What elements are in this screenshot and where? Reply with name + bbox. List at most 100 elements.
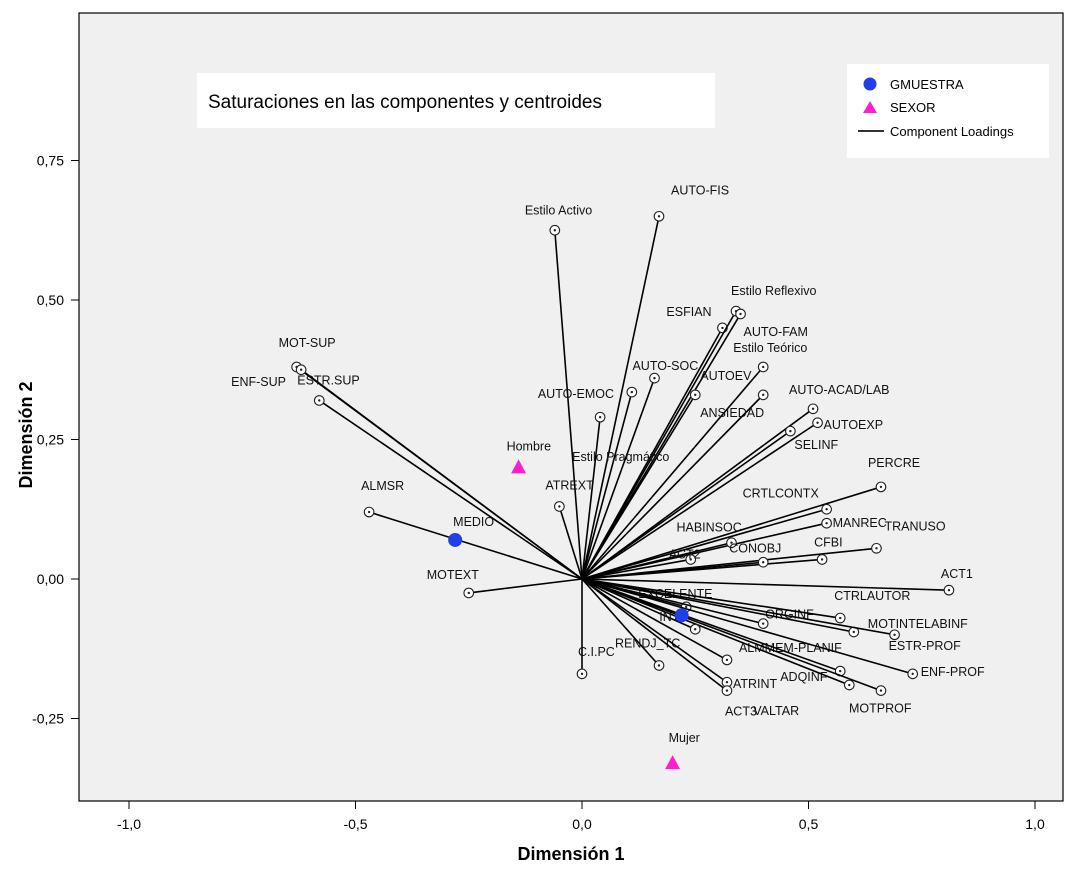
loading-line-conobj — [581, 561, 764, 580]
loading-label-estr-sup: ESTR.SUP — [297, 373, 360, 387]
loading-label-motintelabinf: MOTINTELABINF — [868, 617, 968, 631]
loading-line-atrint — [581, 578, 728, 683]
loading-dot-percre — [879, 485, 883, 489]
loading-dot-autoev — [694, 393, 697, 397]
loading-dot-motprof — [879, 689, 883, 692]
loading-line-int — [581, 578, 696, 630]
loading-label-motext: MOTEXT — [427, 568, 479, 582]
loading-label-auto-emoc: AUTO-EMOC — [538, 387, 614, 401]
loading-line-act1 — [581, 578, 949, 591]
loading-label-valtar: VALTAR — [753, 704, 799, 718]
loading-dot-estilo-activo — [553, 229, 557, 232]
chart-title-box: Saturaciones en las componentes y centro… — [197, 73, 715, 128]
loading-label-autoexp: AUTOEXP — [824, 418, 884, 432]
loading-label-c-i-pc: C.I.PC — [578, 645, 615, 659]
loading-dot-habinsoc — [730, 541, 733, 544]
loading-label-act1: ACT1 — [941, 567, 973, 581]
loading-dot-estilo-te-rico — [762, 365, 765, 369]
loading-label-act2: ACT2 — [669, 547, 701, 561]
loading-label-estr-prof: ESTR-PROF — [889, 639, 962, 653]
loading-line-ansiedad — [581, 394, 764, 580]
legend-label-loadings: Component Loadings — [890, 124, 1014, 139]
legend-circle-icon — [863, 77, 877, 91]
loading-dot-auto-emoc — [630, 390, 634, 394]
loading-label-ansiedad: ANSIEDAD — [700, 406, 764, 420]
loading-dot-act3 — [725, 689, 729, 692]
y-tick-label: 0,50 — [37, 292, 64, 308]
loading-dot-ansiedad — [762, 393, 765, 397]
loading-line-habinsoc — [581, 541, 732, 580]
legend-triangle-icon — [863, 101, 877, 113]
loading-label-ctrlautor: CTRLAUTOR — [834, 589, 910, 603]
centroid-centroid-1 — [674, 608, 689, 623]
loading-label-estilo-te-rico: Estilo Teórico — [733, 341, 807, 355]
loading-line-enf-sup — [300, 369, 583, 580]
loading-label-int: INT — [659, 610, 680, 624]
legend-label-sexor: SEXOR — [890, 100, 936, 115]
loading-label-enf-prof: ENF-PROF — [921, 665, 985, 679]
loading-dot-estilo-pragm-tico — [598, 415, 602, 419]
loading-dot-estr-prof — [893, 633, 896, 636]
loading-line-estilo-te-rico — [581, 366, 764, 580]
loading-label-adqinf: ADQINF — [780, 670, 828, 684]
loading-line-almmem-planif — [581, 578, 728, 661]
loading-label-esfian: ESFIAN — [666, 305, 711, 319]
loading-dot-manrec — [825, 522, 828, 525]
loading-line-valtar — [581, 578, 850, 686]
loading-dot-selinf — [789, 429, 792, 433]
centroid-markers: MEDIO Hombre Mujer — [448, 439, 700, 770]
loading-dot-rendj-tc — [657, 664, 661, 667]
loading-label-auto-fam: AUTO-FAM — [744, 325, 808, 339]
loading-label-habinsoc: HABINSOC — [676, 521, 741, 535]
loading-line-atrext — [558, 506, 583, 580]
loading-label-estilo-reflexivo: Estilo Reflexivo — [731, 284, 816, 298]
loading-label-auto-acad-lab: AUTO-ACAD/LAB — [789, 383, 890, 397]
loading-line-motext — [468, 578, 583, 594]
loading-line-act2 — [581, 558, 691, 580]
loading-label-auto-soc: AUTO-SOC — [632, 359, 698, 373]
loading-dot-act2 — [689, 558, 692, 561]
loading-dot-auto-acad-lab — [811, 407, 815, 411]
loading-dot-atrext — [558, 505, 561, 508]
loading-label-crtlcontx: CRTLCONTX — [743, 486, 820, 500]
loading-line-auto-fis — [581, 216, 660, 580]
loading-line-autoexp — [581, 422, 819, 580]
chart-title: Saturaciones en las componentes y centro… — [208, 92, 602, 113]
loading-dot-auto-fis — [657, 215, 661, 218]
loading-label-auto-fis: AUTO-FIS — [671, 183, 729, 197]
loading-label-act3: ACT3 — [725, 705, 757, 719]
loading-dot-tranuso — [875, 547, 878, 550]
loading-label-selinf: SELINF — [794, 438, 838, 452]
loading-dot-motintelabinf — [852, 630, 855, 634]
loading-dot-enf-prof — [911, 672, 914, 676]
x-tick-label: 0,0 — [572, 816, 592, 832]
loading-dot-adqinf — [839, 669, 842, 673]
loading-line-selinf — [581, 430, 791, 580]
centroid-mujer — [665, 755, 681, 770]
loading-label-autoev: AUTOEV — [700, 369, 752, 383]
loading-dot-enf-sup — [299, 368, 303, 371]
x-tick-label: 1,0 — [1025, 816, 1045, 832]
loading-line-estilo-pragm-tico — [581, 417, 601, 580]
loading-label-estilo-pragm-tico: Estilo Pragmático — [572, 450, 669, 464]
y-tick-label: 0,25 — [37, 432, 64, 448]
centroid-label-medio: MEDIO — [453, 515, 494, 529]
loading-line-autoev — [581, 394, 696, 580]
loading-line-estilo-reflexivo — [581, 310, 737, 580]
loading-label-atrext: ATREXT — [545, 478, 594, 492]
loading-line-motprof — [581, 578, 882, 692]
loading-label-tranuso: TRANUSO — [884, 519, 945, 533]
loading-line-estr-sup — [318, 399, 583, 580]
x-tick-label: -0,5 — [343, 816, 367, 832]
loading-label-mot-sup: MOT-SUP — [279, 336, 336, 350]
loading-label-enf-sup: ENF-SUP — [231, 375, 286, 389]
loading-label-motprof: MOTPROF — [849, 702, 912, 716]
x-axis-title: Dimensión 1 — [517, 844, 624, 864]
loading-label-cfbi: CFBI — [814, 535, 842, 549]
loading-dot-valtar — [848, 683, 851, 687]
loading-line-almsr — [368, 511, 583, 580]
loading-line-auto-acad-lab — [581, 408, 814, 580]
loading-dot-almsr — [367, 510, 371, 514]
loading-label-rendj-tc: RENDJ_TC — [615, 636, 680, 650]
centroid-hombre — [511, 459, 527, 474]
